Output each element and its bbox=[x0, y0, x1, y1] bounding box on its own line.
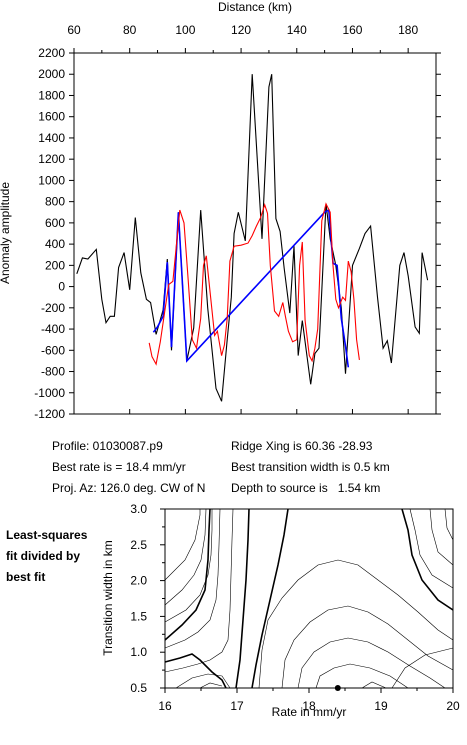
contour-line bbox=[315, 663, 409, 689]
contour-y-tick-label: 2.5 bbox=[130, 538, 147, 552]
contour-x-tick-label: 16 bbox=[158, 699, 172, 713]
contour-line bbox=[444, 508, 454, 541]
y-tick-label: 2000 bbox=[38, 67, 65, 81]
contour-line bbox=[164, 509, 201, 581]
x-axis-title: Distance (km) bbox=[218, 0, 292, 14]
y-tick-label: 1400 bbox=[38, 131, 65, 145]
y-tick-label: -600 bbox=[41, 343, 65, 357]
y-tick-label: 200 bbox=[45, 258, 65, 272]
x-tick-label: 160 bbox=[342, 23, 362, 37]
y-tick-label: -1000 bbox=[34, 386, 65, 400]
y-tick-label: -1200 bbox=[34, 407, 65, 421]
contour-axis-ticks: 16 17 18 19 20 0.5 1.0 1.5 2.0 2.5 3.0 bbox=[130, 502, 460, 713]
contour-line bbox=[164, 508, 221, 649]
x-tick-label: 80 bbox=[123, 23, 137, 37]
contour-line bbox=[409, 508, 454, 589]
transition-width-label: Best transition width is 0.5 km bbox=[231, 460, 390, 474]
contour-note: Least-squares fit divided by best fit bbox=[6, 525, 87, 588]
contour-y-tick-label: 0.5 bbox=[130, 681, 147, 695]
plot-frame bbox=[73, 52, 437, 415]
y-tick-label: -200 bbox=[41, 301, 65, 315]
contour-x-tick-label: 20 bbox=[446, 699, 460, 713]
contour-line bbox=[361, 681, 387, 689]
contour-line bbox=[297, 637, 446, 689]
contour-x-tick-label: 18 bbox=[302, 699, 316, 713]
x-tick-label: 140 bbox=[287, 23, 307, 37]
contour-line-major bbox=[164, 508, 211, 641]
contour-line bbox=[258, 559, 454, 689]
note-line: best fit bbox=[6, 570, 46, 584]
x-tick-label: 120 bbox=[231, 23, 251, 37]
best-fit-point bbox=[334, 685, 341, 691]
anomaly-axis-ticks: 60 80 100 120 140 160 180 -1200 -1000 -800 -600 -40… bbox=[34, 23, 441, 421]
x-tick-label: 60 bbox=[67, 23, 81, 37]
profile-label: Profile: 01030087.p9 bbox=[52, 439, 163, 453]
contour-line-major bbox=[235, 508, 250, 689]
y-tick-label: 400 bbox=[45, 237, 65, 251]
y-tick-label: 0 bbox=[58, 280, 65, 294]
contour-line bbox=[281, 605, 454, 689]
contour-line bbox=[175, 673, 231, 689]
contour-x-axis-title: Rate in mm/yr bbox=[272, 705, 347, 719]
contour-y-tick-label: 1.5 bbox=[130, 609, 147, 623]
y-tick-label: 1800 bbox=[38, 88, 65, 102]
y-axis-title: Anomaly amplitude bbox=[0, 182, 12, 284]
series-line bbox=[152, 208, 350, 368]
contour-y-axis-title: Transition width in km bbox=[101, 540, 115, 656]
y-tick-label: 600 bbox=[45, 216, 65, 230]
contour-line bbox=[391, 647, 454, 689]
anomaly-profile-chart: 60 80 100 120 140 160 180 -1200 -1000 -800 -600 -40… bbox=[0, 0, 441, 421]
ridge-crossing-label: Ridge Xing is 60.36 -28.93 bbox=[231, 439, 373, 453]
contour-line bbox=[429, 508, 454, 566]
x-tick-label: 100 bbox=[175, 23, 195, 37]
contour-lines bbox=[164, 508, 454, 689]
series-line bbox=[76, 74, 429, 402]
contour-x-tick-label: 19 bbox=[374, 699, 388, 713]
source-depth-label: Depth to source is 1.54 km bbox=[231, 481, 381, 495]
y-tick-label: -400 bbox=[41, 322, 65, 336]
x-tick-label: 180 bbox=[398, 23, 418, 37]
contour-line-major bbox=[401, 508, 454, 611]
anomaly-series bbox=[76, 74, 429, 402]
contour-x-tick-label: 17 bbox=[230, 699, 244, 713]
contour-y-tick-label: 1.0 bbox=[130, 645, 147, 659]
y-tick-label: 1000 bbox=[38, 173, 65, 187]
best-rate-label: Best rate is = 18.4 mm/yr bbox=[52, 460, 186, 474]
projection-azimuth-label: Proj. Az: 126.0 deg. CW of N bbox=[52, 481, 206, 495]
contour-line bbox=[164, 508, 207, 606]
y-tick-label: 800 bbox=[45, 195, 65, 209]
misfit-contour-chart: 16 17 18 19 20 0.5 1.0 1.5 2.0 2.5 3.0 bbox=[101, 502, 460, 719]
note-line: fit divided by bbox=[6, 549, 81, 563]
contour-line bbox=[164, 508, 234, 673]
contour-line bbox=[164, 509, 213, 623]
y-tick-label: 2200 bbox=[38, 46, 65, 60]
note-line: Least-squares bbox=[6, 528, 88, 542]
contour-y-tick-label: 3.0 bbox=[130, 502, 147, 516]
y-tick-label: 1600 bbox=[38, 110, 65, 124]
contour-y-tick-label: 2.0 bbox=[130, 574, 147, 588]
series-line bbox=[148, 202, 360, 366]
contour-line-major bbox=[251, 508, 289, 689]
contour-line bbox=[199, 682, 223, 689]
contour-line-major bbox=[164, 653, 227, 689]
y-tick-label: 1200 bbox=[38, 152, 65, 166]
y-tick-label: -800 bbox=[41, 365, 65, 379]
